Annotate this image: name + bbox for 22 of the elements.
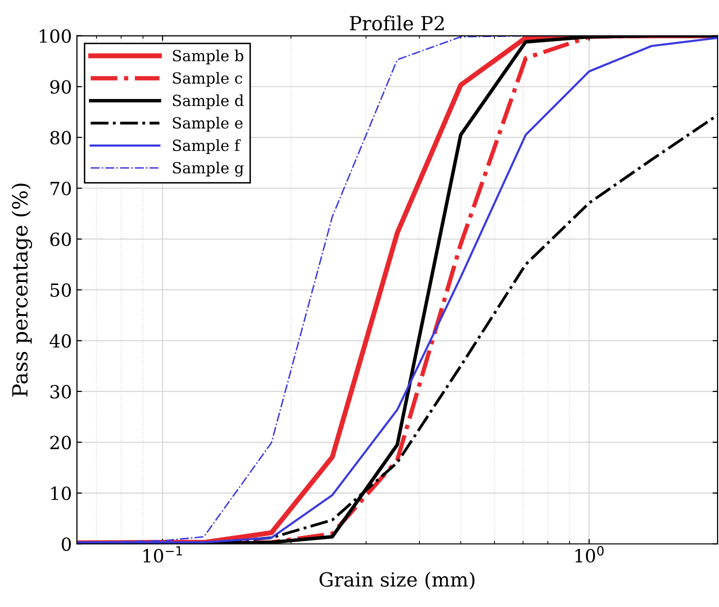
y-tick-label: 80: [50, 130, 71, 145]
y-tick-label: 90: [50, 80, 71, 94]
chart-title: Profile P2: [350, 15, 444, 31]
y-tick-label: 30: [50, 384, 71, 399]
legend-label: Sample e: [172, 116, 243, 132]
y-tick-label: 40: [50, 334, 71, 348]
y-tick-label: 20: [50, 436, 71, 450]
legend-label: Sample c: [172, 72, 242, 87]
legend-label: Sample b: [172, 50, 244, 64]
y-tick-label: 60: [50, 232, 71, 246]
x-axis-title: Grain size (mm): [320, 572, 474, 590]
y-tick-label: 100: [40, 29, 71, 43]
x-tick-label: 10$^{0}$: [575, 546, 604, 563]
legend-label: Sample g: [172, 162, 244, 177]
y-tick-label: 50: [50, 283, 71, 297]
legend-label: Sample d: [172, 94, 244, 110]
legend-label: Sample f: [172, 139, 241, 154]
y-tick-label: 0: [62, 537, 71, 551]
y-axis-title: Pass percentage (%): [12, 184, 32, 397]
x-tick-label: 10$^{−1}$: [144, 546, 182, 563]
y-tick-label: 70: [50, 182, 71, 196]
y-tick-label: 10: [51, 486, 71, 500]
